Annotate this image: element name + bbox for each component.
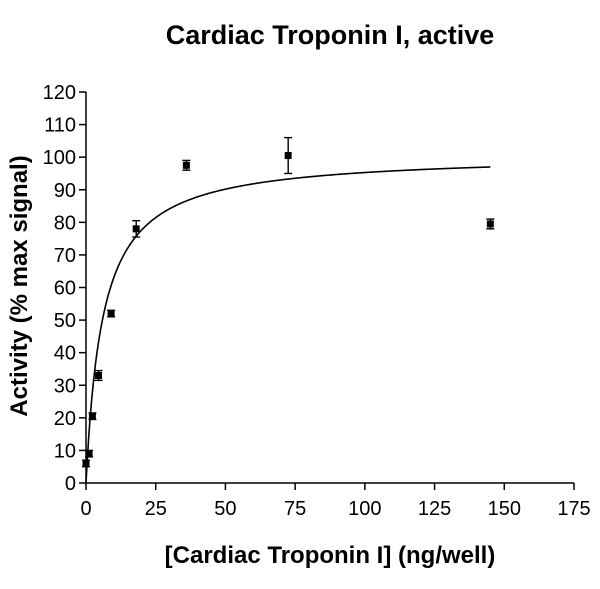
data-point-group: [132, 220, 141, 238]
x-axis-title: [Cardiac Troponin I] (ng/well): [165, 542, 496, 569]
points-layer: [82, 136, 495, 468]
data-point-group: [182, 159, 191, 171]
data-point-group: [284, 136, 293, 175]
data-point-group: [88, 412, 97, 421]
y-tick-label: 80: [54, 212, 76, 234]
data-point: [88, 412, 96, 420]
y-tick-label: 50: [54, 310, 76, 332]
data-point-group: [486, 218, 495, 230]
data-point: [82, 459, 90, 467]
x-tick-label: 25: [145, 498, 167, 520]
x-tick-label: 150: [488, 498, 521, 520]
y-tick-label: 40: [54, 343, 76, 365]
data-point-group: [85, 449, 94, 458]
x-tick-label: 175: [557, 498, 590, 520]
y-tick-label: 90: [54, 180, 76, 202]
y-tick-label: 20: [54, 408, 76, 430]
y-tick-label: 60: [54, 278, 76, 300]
data-point: [182, 161, 190, 169]
x-tick-label: 50: [214, 498, 236, 520]
y-axis-title: Activity (% max signal): [6, 155, 33, 416]
y-tick-label: 30: [54, 375, 76, 397]
data-point: [95, 371, 103, 379]
y-tick-label: 120: [43, 82, 76, 104]
chart-title: Cardiac Troponin I, active: [166, 20, 495, 50]
data-point: [486, 220, 494, 228]
axes: 0 10 20 30 40 50 60 70 80 90 100 110 120 0 25 50 75 100 12…: [43, 82, 591, 520]
y-tick-label: 70: [54, 245, 76, 267]
y-tick-label: 10: [54, 440, 76, 462]
data-point: [284, 152, 292, 160]
y-tick-label: 100: [43, 147, 76, 169]
data-point: [107, 310, 115, 318]
x-tick-label: 75: [284, 498, 306, 520]
x-tick-label: 0: [80, 498, 91, 520]
x-tick-label: 125: [418, 498, 451, 520]
y-tick-label: 110: [44, 115, 76, 137]
x-tick-label: 100: [348, 498, 381, 520]
fit-curve: [85, 166, 491, 484]
y-tick-label: 0: [65, 473, 76, 495]
data-point-group: [82, 459, 90, 468]
data-point: [132, 225, 140, 233]
data-point-group: [107, 309, 116, 318]
data-point: [85, 450, 93, 458]
fit-layer: [85, 166, 491, 484]
data-point-group: [94, 369, 103, 382]
